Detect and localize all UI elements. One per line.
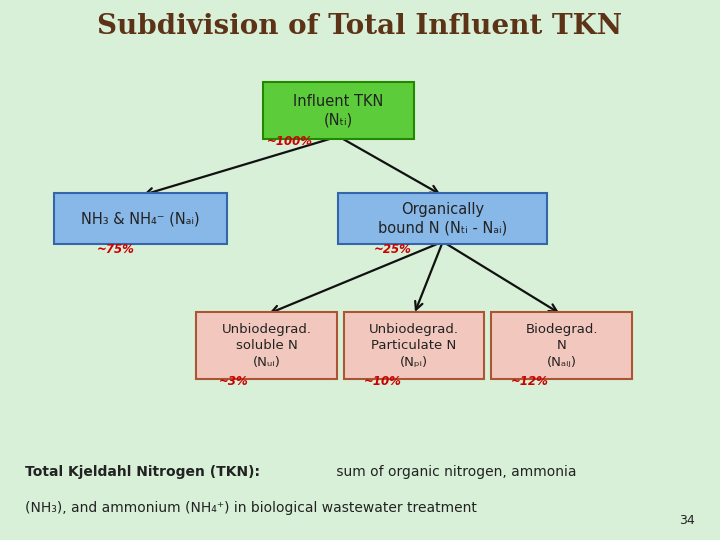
Text: Subdivision of Total Influent TKN: Subdivision of Total Influent TKN bbox=[97, 14, 623, 40]
FancyBboxPatch shape bbox=[491, 312, 632, 379]
FancyBboxPatch shape bbox=[263, 82, 414, 139]
FancyBboxPatch shape bbox=[196, 312, 336, 379]
Text: ~10%: ~10% bbox=[364, 375, 401, 388]
Text: 34: 34 bbox=[679, 514, 695, 526]
Text: Unbiodegrad.
soluble N
(Nᵤᵢ): Unbiodegrad. soluble N (Nᵤᵢ) bbox=[222, 322, 311, 369]
FancyBboxPatch shape bbox=[344, 312, 484, 379]
Text: sum of organic nitrogen, ammonia: sum of organic nitrogen, ammonia bbox=[332, 465, 577, 480]
Text: ~25%: ~25% bbox=[374, 243, 412, 256]
Text: ~75%: ~75% bbox=[97, 243, 135, 256]
Text: Influent TKN
(Nₜᵢ): Influent TKN (Nₜᵢ) bbox=[293, 93, 384, 128]
Text: ~3%: ~3% bbox=[219, 375, 249, 388]
Text: ~12%: ~12% bbox=[511, 375, 549, 388]
Text: Unbiodegrad.
Particulate N
(Nₚᵢ): Unbiodegrad. Particulate N (Nₚᵢ) bbox=[369, 322, 459, 369]
Text: ~100%: ~100% bbox=[267, 135, 313, 148]
Text: (NH₃), and ammonium (NH₄⁺) in biological wastewater treatment: (NH₃), and ammonium (NH₄⁺) in biological… bbox=[25, 501, 477, 515]
Text: NH₃ & NH₄⁻ (Nₐᵢ): NH₃ & NH₄⁻ (Nₐᵢ) bbox=[81, 211, 199, 226]
Text: Biodegrad.
N
(Nₐᵢⱼ): Biodegrad. N (Nₐᵢⱼ) bbox=[526, 322, 598, 369]
Text: Total Kjeldahl Nitrogen (TKN):: Total Kjeldahl Nitrogen (TKN): bbox=[25, 465, 260, 480]
FancyBboxPatch shape bbox=[338, 193, 547, 244]
Text: Organically
bound N (Nₜᵢ - Nₐᵢ): Organically bound N (Nₜᵢ - Nₐᵢ) bbox=[378, 201, 508, 236]
FancyBboxPatch shape bbox=[54, 193, 227, 244]
